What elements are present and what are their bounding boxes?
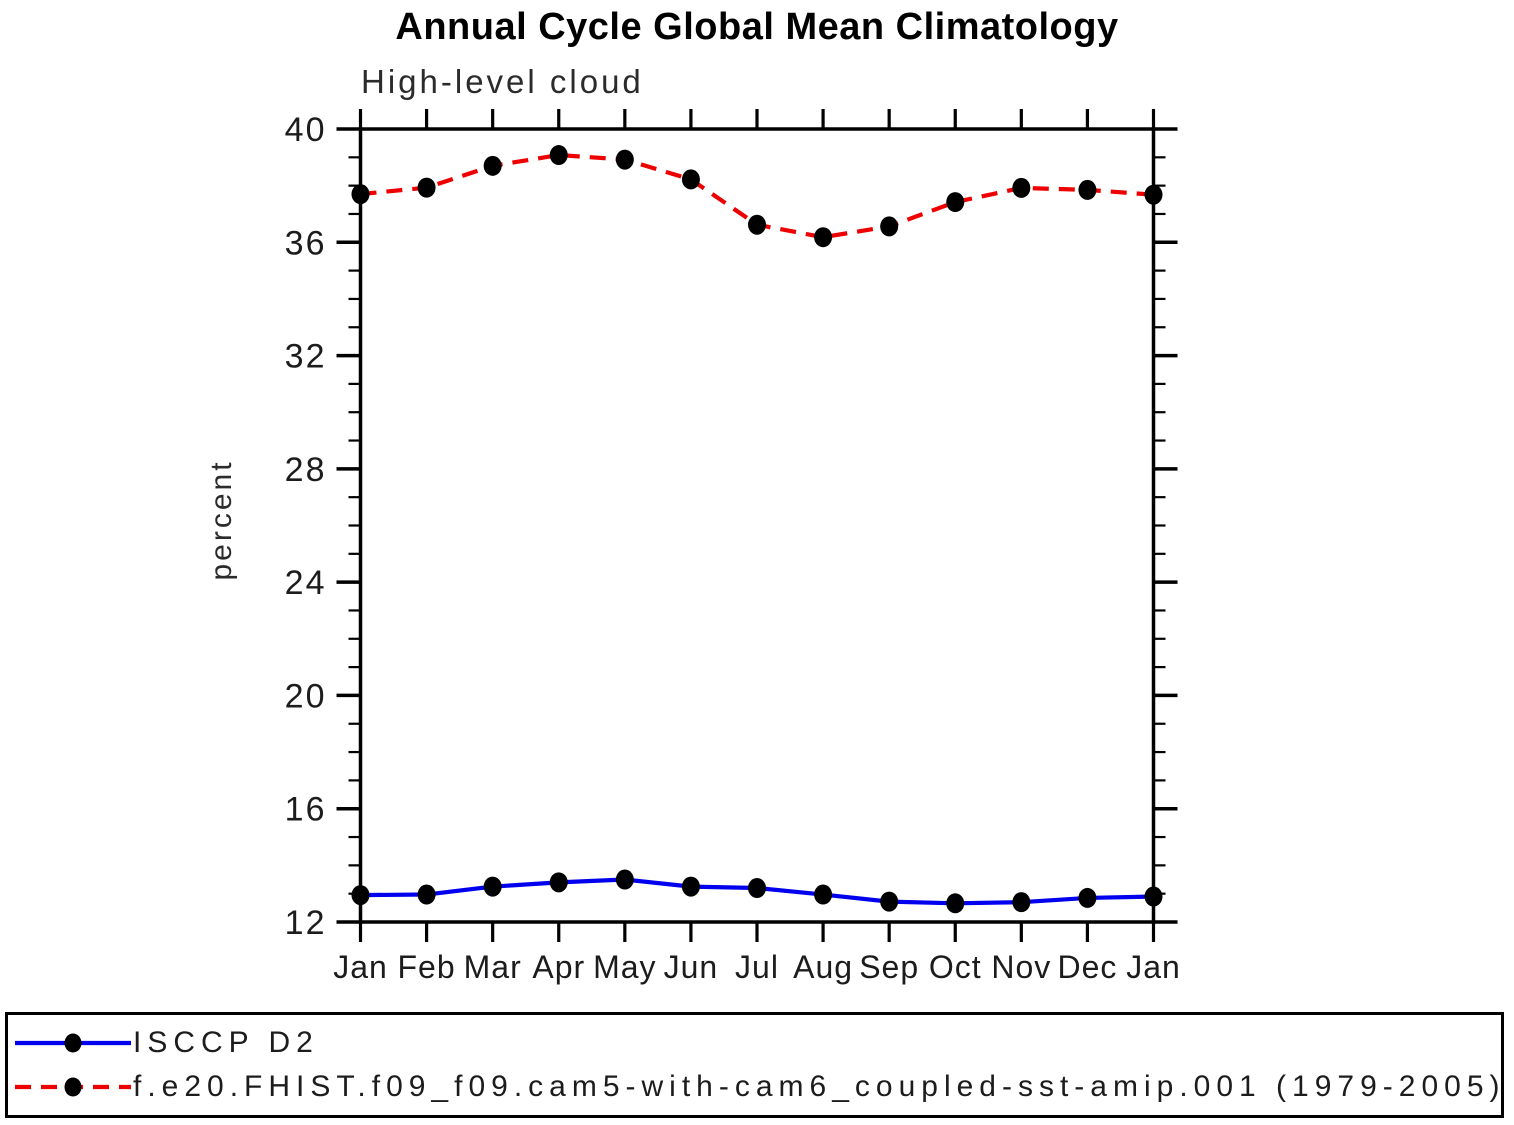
x-tick-label: Jan: [1126, 949, 1181, 985]
y-tick-label: 28: [285, 451, 327, 489]
data-marker-1: [946, 192, 965, 213]
legend-label-1: f.e20.FHIST.f09_f09.cam5-with-cam6_coupl…: [133, 1070, 1506, 1103]
data-marker-1: [748, 214, 766, 235]
legend-item-0: ISCCP D2: [8, 1021, 1501, 1065]
data-marker-1: [351, 184, 370, 205]
x-tick-label: Oct: [929, 949, 982, 985]
data-marker-1: [417, 177, 436, 198]
data-marker-0: [1078, 887, 1097, 908]
x-tick-label: Apr: [532, 949, 585, 985]
data-marker-1: [1144, 184, 1163, 205]
data-marker-1: [681, 169, 700, 190]
data-marker-0: [351, 885, 370, 906]
data-marker-0: [483, 876, 502, 897]
data-marker-1: [1012, 177, 1031, 198]
data-marker-0: [748, 878, 766, 899]
y-tick-label: 36: [285, 224, 327, 262]
data-marker-0: [1144, 886, 1163, 907]
x-tick-label: Feb: [398, 949, 456, 985]
x-tick-label: Jan: [333, 949, 388, 985]
legend: ISCCP D2 f.e20.FHIST.f09_f09.cam5-with-ca…: [5, 1012, 1504, 1118]
data-marker-1: [1078, 179, 1097, 200]
legend-line-sample-0: [15, 1033, 131, 1053]
plot-area: 12 16 20 24 28 32 36 40 Jan Feb Mar Apr May Jun Jul Aug…: [285, 109, 1181, 985]
data-marker-0: [814, 884, 833, 905]
x-tick-label: Aug: [793, 949, 853, 985]
plot-frame: [358, 127, 1156, 924]
y-tick-label: 24: [285, 564, 327, 602]
y-tick-label: 20: [285, 677, 327, 715]
chart-title: Annual Cycle Global Mean Climatology: [395, 6, 1119, 48]
legend-rows: ISCCP D2 f.e20.FHIST.f09_f09.cam5-with-ca…: [8, 1021, 1501, 1109]
data-marker-0: [946, 893, 965, 914]
x-tick-label: Mar: [464, 949, 522, 985]
legend-item-1: f.e20.FHIST.f09_f09.cam5-with-cam6_coupl…: [8, 1065, 1501, 1109]
data-marker-1: [549, 145, 568, 166]
y-tick-label: 40: [285, 111, 327, 149]
x-tick-label: Jul: [735, 949, 779, 985]
data-marker-0: [549, 872, 568, 893]
data-marker-0: [1012, 892, 1031, 913]
y-tick-label: 32: [285, 338, 327, 376]
chart-subtitle: High-level cloud: [361, 63, 644, 100]
legend-marker-icon: [64, 1077, 82, 1097]
x-tick-label: Dec: [1057, 949, 1117, 985]
x-tick-label: Sep: [859, 949, 919, 985]
data-marker-1: [615, 149, 634, 170]
data-marker-0: [615, 869, 634, 890]
data-marker-0: [681, 876, 700, 897]
data-marker-1: [814, 227, 833, 248]
data-marker-1: [483, 155, 502, 176]
y-tick-label: 12: [285, 904, 327, 942]
x-tick-label: Jun: [664, 949, 719, 985]
data-marker-0: [417, 884, 436, 905]
legend-label-0: ISCCP D2: [133, 1026, 319, 1059]
x-tick-label: May: [593, 949, 656, 985]
legend-marker-icon: [64, 1033, 82, 1053]
data-marker-1: [880, 216, 899, 237]
x-tick-label: Nov: [991, 949, 1051, 985]
data-marker-0: [880, 891, 899, 912]
legend-line-sample-1: [15, 1077, 131, 1097]
y-tick-label: 16: [285, 791, 327, 829]
